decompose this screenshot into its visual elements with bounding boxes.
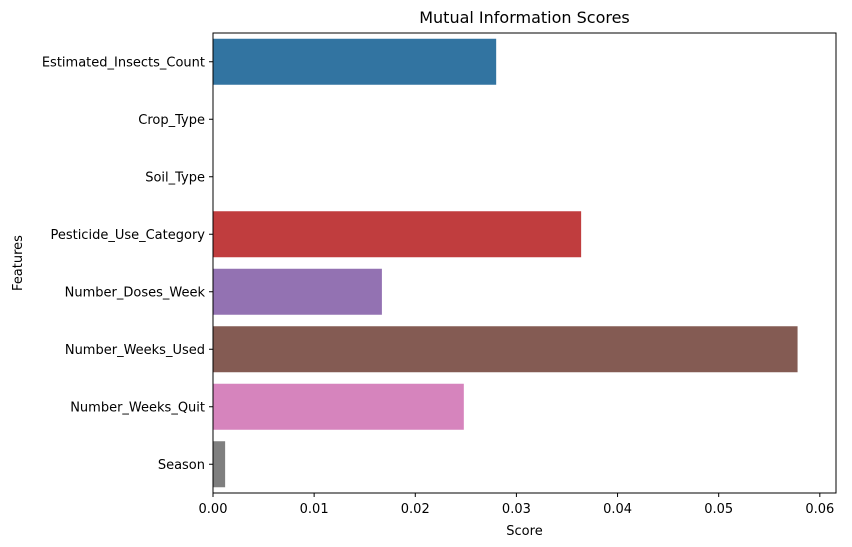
bar-pesticide-use-category	[213, 211, 582, 258]
bar-number-weeks-quit	[213, 383, 464, 430]
y-axis-title: Features	[11, 235, 26, 291]
x-tick-label: 0.02	[401, 502, 430, 517]
y-tick-label: Number_Weeks_Used	[65, 343, 205, 358]
x-axis-title: Score	[506, 524, 542, 539]
x-tick-label: 0.05	[704, 502, 733, 517]
bar-estimated-insects-count	[213, 38, 497, 85]
x-axis-ticks: 0.00 0.01 0.02 0.03 0.04 0.05 0.06	[199, 493, 834, 517]
y-tick-label: Number_Doses_Week	[65, 285, 206, 300]
y-tick-label: Estimated_Insects_Count	[42, 55, 205, 70]
y-tick-label: Season	[158, 458, 205, 473]
plot-frame	[212, 32, 837, 494]
y-tick-label: Number_Weeks_Quit	[70, 400, 205, 415]
x-tick-label: 0.03	[502, 502, 531, 517]
y-axis-ticks: Estimated_Insects_Count Crop_Type Soil_Typ…	[42, 55, 213, 473]
bars-group	[213, 38, 798, 488]
y-tick-label: Pesticide_Use_Category	[50, 228, 205, 243]
bar-number-weeks-used	[213, 326, 798, 373]
bar-number-doses-week	[213, 268, 382, 315]
y-tick-label: Soil_Type	[145, 170, 205, 185]
x-tick-label: 0.04	[603, 502, 632, 517]
bar-season	[213, 441, 226, 488]
x-tick-label: 0.06	[805, 502, 834, 517]
chart-title: Mutual Information Scores	[419, 8, 630, 27]
x-tick-label: 0.01	[300, 502, 329, 517]
x-tick-label: 0.00	[199, 502, 228, 517]
y-tick-label: Crop_Type	[138, 113, 205, 128]
